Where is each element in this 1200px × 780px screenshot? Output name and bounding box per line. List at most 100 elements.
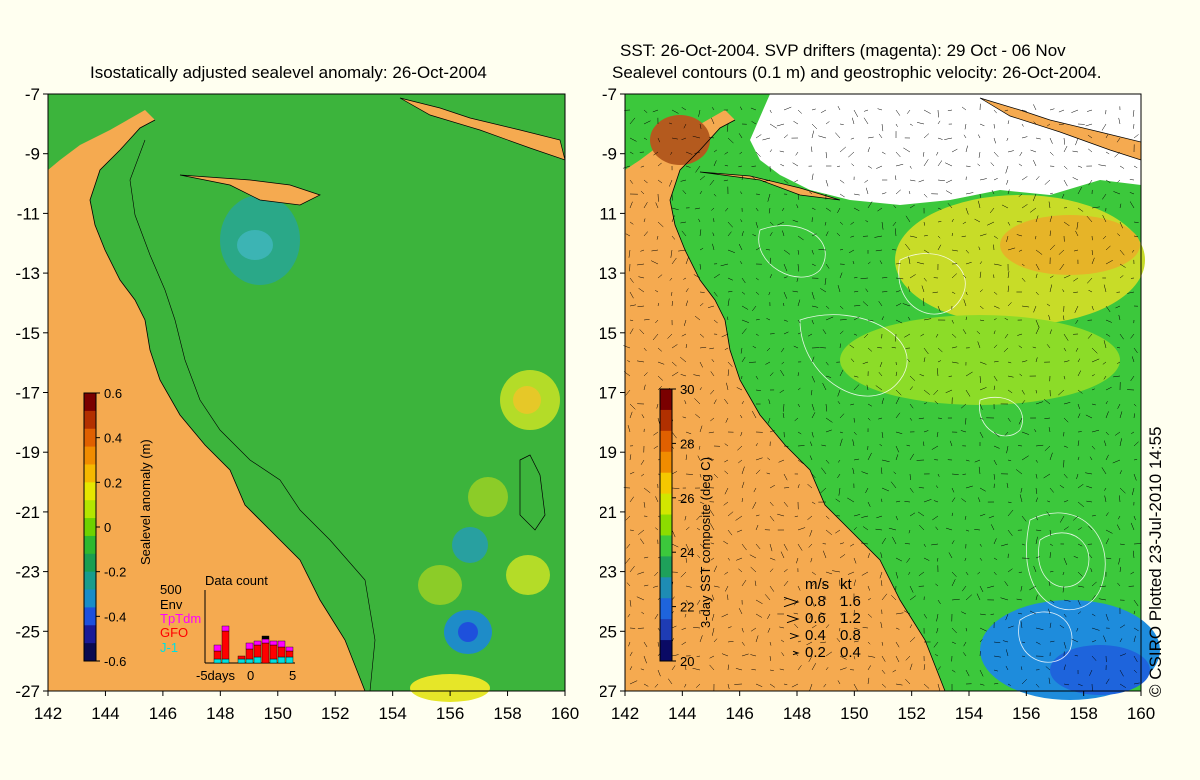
velocity-arrow: [636, 596, 645, 601]
velocity-arrow: [712, 627, 715, 636]
colorbar-swatch: [84, 393, 96, 412]
velocity-arrow: [895, 515, 898, 521]
velocity-arrow: [825, 121, 830, 125]
geostrophic-velocity-arrows: [622, 103, 1141, 692]
velocity-arrow: [699, 346, 707, 349]
legend-tptdm: TpTdm: [160, 611, 201, 626]
velocity-arrow: [881, 192, 887, 195]
data-count-max-label: 500: [160, 582, 182, 597]
velocity-arrow: [699, 361, 703, 368]
velocity-arrow: [1035, 627, 1044, 631]
x-tick-label: 160: [1127, 704, 1155, 723]
velocity-arrow: [837, 473, 841, 479]
velocity-arrow: [685, 389, 689, 393]
velocity-arrow: [822, 550, 827, 559]
velocity-arrow: [751, 410, 757, 419]
velocity-arrow: [1119, 411, 1123, 419]
colorbar-swatch: [84, 464, 96, 483]
velocity-arrow: [782, 412, 785, 419]
velocity-arrow: [965, 207, 969, 215]
velocity-arrow: [1048, 580, 1051, 587]
velocity-arrow: [837, 105, 841, 111]
velocity-arrow: [699, 247, 704, 251]
velocity-arrow: [961, 611, 967, 615]
velocity-arrow: [682, 416, 687, 419]
velocity-arrow: [769, 543, 773, 552]
velocity-arrow: [1077, 165, 1083, 168]
velocity-arrow: [979, 387, 987, 391]
sst-coastline: [669, 119, 946, 692]
velocity-arrow: [1048, 314, 1051, 321]
velocity-arrow: [685, 165, 691, 168]
velocity-arrow: [865, 187, 869, 195]
velocity-arrow: [752, 234, 757, 237]
velocity-arrow: [951, 627, 957, 634]
copyright-notice: © CSIRO Plotted 23-Jul-2010 14:55: [1146, 426, 1165, 697]
velocity-arrow: [811, 582, 816, 587]
velocity-arrow: [1049, 571, 1054, 573]
velocity-arrow: [783, 543, 788, 551]
velocity-arrow: [1118, 314, 1121, 321]
velocity-arrow: [1105, 319, 1112, 323]
velocity-arrow: [809, 683, 813, 692]
velocity-arrow: [993, 151, 999, 157]
velocity-arrow: [878, 371, 883, 377]
velocity-arrow: [684, 400, 687, 405]
velocity-arrow: [862, 627, 869, 629]
velocity-arrow: [1105, 538, 1110, 545]
velocity-arrow: [1019, 151, 1023, 157]
velocity-arrow: [767, 627, 771, 633]
velocity-arrow: [1119, 263, 1126, 268]
velocity-arrow: [724, 164, 729, 167]
velocity-arrow: [853, 431, 857, 435]
sst-colorbar: 30 28 26 24 22 20: [659, 382, 694, 669]
colorbar-swatch: [660, 451, 672, 474]
velocity-arrow: [825, 459, 830, 464]
velocity-arrow: [652, 333, 659, 341]
velocity-arrow: [1021, 389, 1025, 395]
velocity-arrow: [1119, 249, 1125, 256]
y-tick-label: -21: [600, 503, 617, 522]
velocity-arrow: [916, 262, 925, 265]
velocity-arrow: [1033, 121, 1037, 125]
velocity-arrow: [1049, 275, 1054, 279]
velocity-arrow: [1044, 179, 1051, 185]
velocity-arrow: [797, 640, 802, 643]
velocity-arrow: [671, 431, 677, 439]
velocity-arrow: [656, 235, 659, 240]
velocity-arrow: [655, 290, 659, 293]
velocity-arrow: [923, 543, 926, 547]
velocity-arrow: [1035, 291, 1039, 296]
x-tick-label: 142: [34, 704, 62, 723]
velocity-arrow: [710, 417, 715, 422]
velocity-ms-value: 0.8: [805, 593, 826, 610]
y-tick-label: -13: [15, 264, 40, 283]
velocity-arrow: [965, 459, 970, 462]
velocity-arrow: [625, 389, 631, 396]
velocity-arrow: [993, 473, 996, 480]
x-tick-label: 152: [897, 704, 925, 723]
map-frame-right: [622, 94, 1160, 700]
velocity-arrow: [839, 123, 844, 125]
velocity-arrow: [979, 431, 984, 438]
y-tick-label: -7: [25, 85, 40, 104]
velocity-arrow: [741, 498, 743, 503]
velocity-arrow: [696, 515, 701, 521]
velocity-arrow: [657, 302, 660, 307]
velocity-arrow: [1063, 599, 1071, 602]
velocity-arrow: [694, 315, 701, 321]
y-tick-label: -13: [600, 264, 617, 283]
data-count-bar: [253, 656, 262, 664]
velocity-arrow: [711, 613, 715, 621]
velocity-arrow: [852, 117, 855, 125]
velocity-arrow: [1119, 566, 1121, 573]
velocity-arrow: [1091, 640, 1097, 643]
velocity-arrow: [755, 443, 758, 447]
sealevel-colorbar: 0.6 0.4 0.2 0 -0.2 -0.4 -0.6: [83, 386, 126, 669]
velocity-arrow: [890, 481, 897, 489]
velocity-arrow: [809, 529, 813, 537]
velocity-arrow: [909, 473, 911, 481]
velocity-arrow: [769, 585, 775, 592]
velocity-arrow: [693, 626, 701, 629]
velocity-arrow: [1021, 515, 1027, 522]
